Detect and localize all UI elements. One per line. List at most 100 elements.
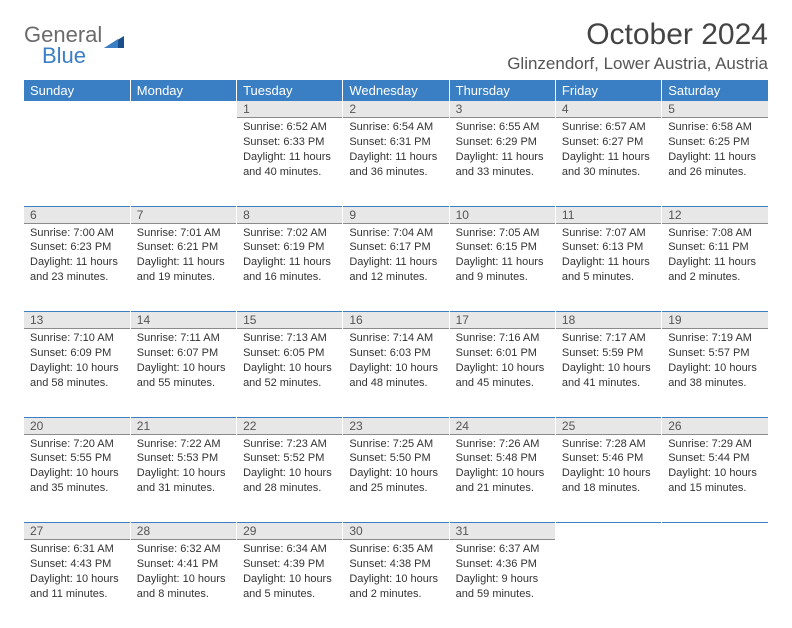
daynum-row: 6789101112 xyxy=(24,207,768,224)
day-number: 26 xyxy=(662,418,768,435)
day-number: 11 xyxy=(556,207,661,224)
day-cell: Sunrise: 7:22 AMSunset: 5:53 PMDaylight:… xyxy=(130,435,236,523)
day-cell: Sunrise: 7:17 AMSunset: 5:59 PMDaylight:… xyxy=(555,329,661,417)
daynum-row: 2728293031 xyxy=(24,523,768,540)
week-row: Sunrise: 6:52 AMSunset: 6:33 PMDaylight:… xyxy=(24,118,768,206)
day-cell xyxy=(24,118,130,206)
day-cell-body: Sunrise: 7:10 AMSunset: 6:09 PMDaylight:… xyxy=(24,329,130,396)
day-cell: Sunrise: 7:26 AMSunset: 5:48 PMDaylight:… xyxy=(449,435,555,523)
day-cell: Sunrise: 6:35 AMSunset: 4:38 PMDaylight:… xyxy=(343,540,449,628)
day-number: 29 xyxy=(237,523,342,540)
day-number xyxy=(556,523,661,525)
day-cell: Sunrise: 6:37 AMSunset: 4:36 PMDaylight:… xyxy=(449,540,555,628)
day-cell-body: Sunrise: 7:20 AMSunset: 5:55 PMDaylight:… xyxy=(24,435,130,502)
week-row: Sunrise: 6:31 AMSunset: 4:43 PMDaylight:… xyxy=(24,540,768,628)
day-cell: Sunrise: 7:13 AMSunset: 6:05 PMDaylight:… xyxy=(237,329,343,417)
day-cell-body: Sunrise: 7:11 AMSunset: 6:07 PMDaylight:… xyxy=(131,329,236,396)
day-number: 7 xyxy=(131,207,236,224)
day-cell-body: Sunrise: 7:08 AMSunset: 6:11 PMDaylight:… xyxy=(662,224,768,291)
daynum-row: 12345 xyxy=(24,101,768,118)
logo-text-block: General Blue xyxy=(24,24,102,67)
day-number: 28 xyxy=(131,523,236,540)
day-cell-body: Sunrise: 6:54 AMSunset: 6:31 PMDaylight:… xyxy=(343,118,448,185)
day-cell-body: Sunrise: 7:00 AMSunset: 6:23 PMDaylight:… xyxy=(24,224,130,291)
day-cell-body: Sunrise: 6:32 AMSunset: 4:41 PMDaylight:… xyxy=(131,540,236,607)
weekday-header: Friday xyxy=(555,80,661,101)
day-number: 1 xyxy=(237,101,342,118)
week-row: Sunrise: 7:00 AMSunset: 6:23 PMDaylight:… xyxy=(24,224,768,312)
day-number: 19 xyxy=(662,312,768,329)
month-title: October 2024 xyxy=(507,18,768,52)
daynum-row: 13141516171819 xyxy=(24,312,768,329)
day-number xyxy=(131,101,236,103)
day-number: 8 xyxy=(237,207,342,224)
day-cell: Sunrise: 6:32 AMSunset: 4:41 PMDaylight:… xyxy=(130,540,236,628)
day-cell-body: Sunrise: 6:34 AMSunset: 4:39 PMDaylight:… xyxy=(237,540,342,607)
day-cell-body: Sunrise: 7:22 AMSunset: 5:53 PMDaylight:… xyxy=(131,435,236,502)
day-cell: Sunrise: 6:55 AMSunset: 6:29 PMDaylight:… xyxy=(449,118,555,206)
day-cell: Sunrise: 7:11 AMSunset: 6:07 PMDaylight:… xyxy=(130,329,236,417)
weekday-header: Monday xyxy=(130,80,236,101)
day-cell: Sunrise: 7:00 AMSunset: 6:23 PMDaylight:… xyxy=(24,224,130,312)
daynum-row: 20212223242526 xyxy=(24,418,768,435)
day-cell: Sunrise: 7:16 AMSunset: 6:01 PMDaylight:… xyxy=(449,329,555,417)
day-cell: Sunrise: 6:31 AMSunset: 4:43 PMDaylight:… xyxy=(24,540,130,628)
weekday-header: Wednesday xyxy=(343,80,449,101)
day-number: 3 xyxy=(450,101,555,118)
day-cell: Sunrise: 6:52 AMSunset: 6:33 PMDaylight:… xyxy=(237,118,343,206)
day-cell-body: Sunrise: 7:13 AMSunset: 6:05 PMDaylight:… xyxy=(237,329,342,396)
title-block: October 2024 Glinzendorf, Lower Austria,… xyxy=(507,18,768,74)
header: General Blue October 2024 Glinzendorf, L… xyxy=(24,18,768,74)
day-number: 23 xyxy=(343,418,448,435)
day-number: 25 xyxy=(556,418,661,435)
day-cell: Sunrise: 7:02 AMSunset: 6:19 PMDaylight:… xyxy=(237,224,343,312)
day-number: 6 xyxy=(24,207,130,224)
weekday-header: Saturday xyxy=(662,80,768,101)
day-cell: Sunrise: 7:01 AMSunset: 6:21 PMDaylight:… xyxy=(130,224,236,312)
day-cell: Sunrise: 7:14 AMSunset: 6:03 PMDaylight:… xyxy=(343,329,449,417)
day-cell: Sunrise: 7:29 AMSunset: 5:44 PMDaylight:… xyxy=(662,435,768,523)
logo-triangle-icon xyxy=(104,34,124,54)
weekday-header: Tuesday xyxy=(237,80,343,101)
day-number xyxy=(662,523,768,525)
day-cell-body: Sunrise: 7:23 AMSunset: 5:52 PMDaylight:… xyxy=(237,435,342,502)
day-number: 17 xyxy=(450,312,555,329)
day-cell-body: Sunrise: 7:25 AMSunset: 5:50 PMDaylight:… xyxy=(343,435,448,502)
day-cell-body: Sunrise: 7:16 AMSunset: 6:01 PMDaylight:… xyxy=(450,329,555,396)
day-cell: Sunrise: 7:04 AMSunset: 6:17 PMDaylight:… xyxy=(343,224,449,312)
day-cell-body: Sunrise: 7:02 AMSunset: 6:19 PMDaylight:… xyxy=(237,224,342,291)
day-number: 5 xyxy=(662,101,768,118)
day-cell-body: Sunrise: 7:17 AMSunset: 5:59 PMDaylight:… xyxy=(556,329,661,396)
day-cell-body: Sunrise: 7:04 AMSunset: 6:17 PMDaylight:… xyxy=(343,224,448,291)
day-number: 2 xyxy=(343,101,448,118)
day-cell-body: Sunrise: 7:29 AMSunset: 5:44 PMDaylight:… xyxy=(662,435,768,502)
day-number: 9 xyxy=(343,207,448,224)
day-cell-body: Sunrise: 6:57 AMSunset: 6:27 PMDaylight:… xyxy=(556,118,661,185)
day-number: 27 xyxy=(24,523,130,540)
day-number: 12 xyxy=(662,207,768,224)
day-cell: Sunrise: 6:57 AMSunset: 6:27 PMDaylight:… xyxy=(555,118,661,206)
day-cell: Sunrise: 6:58 AMSunset: 6:25 PMDaylight:… xyxy=(662,118,768,206)
day-number: 30 xyxy=(343,523,448,540)
weekday-header-row: SundayMondayTuesdayWednesdayThursdayFrid… xyxy=(24,80,768,101)
day-cell xyxy=(662,540,768,628)
day-cell-body: Sunrise: 7:05 AMSunset: 6:15 PMDaylight:… xyxy=(450,224,555,291)
day-cell: Sunrise: 7:05 AMSunset: 6:15 PMDaylight:… xyxy=(449,224,555,312)
week-row: Sunrise: 7:10 AMSunset: 6:09 PMDaylight:… xyxy=(24,329,768,417)
weekday-header: Sunday xyxy=(24,80,130,101)
location: Glinzendorf, Lower Austria, Austria xyxy=(507,54,768,74)
page: General Blue October 2024 Glinzendorf, L… xyxy=(0,0,792,628)
day-cell-body: Sunrise: 7:01 AMSunset: 6:21 PMDaylight:… xyxy=(131,224,236,291)
day-cell: Sunrise: 7:25 AMSunset: 5:50 PMDaylight:… xyxy=(343,435,449,523)
day-number: 31 xyxy=(450,523,555,540)
day-number: 14 xyxy=(131,312,236,329)
logo-blue: Blue xyxy=(42,45,102,67)
day-number: 21 xyxy=(131,418,236,435)
day-cell: Sunrise: 6:54 AMSunset: 6:31 PMDaylight:… xyxy=(343,118,449,206)
day-number: 18 xyxy=(556,312,661,329)
day-cell: Sunrise: 7:08 AMSunset: 6:11 PMDaylight:… xyxy=(662,224,768,312)
day-number: 4 xyxy=(556,101,661,118)
day-number xyxy=(24,101,130,103)
day-cell: Sunrise: 7:23 AMSunset: 5:52 PMDaylight:… xyxy=(237,435,343,523)
day-number: 10 xyxy=(450,207,555,224)
